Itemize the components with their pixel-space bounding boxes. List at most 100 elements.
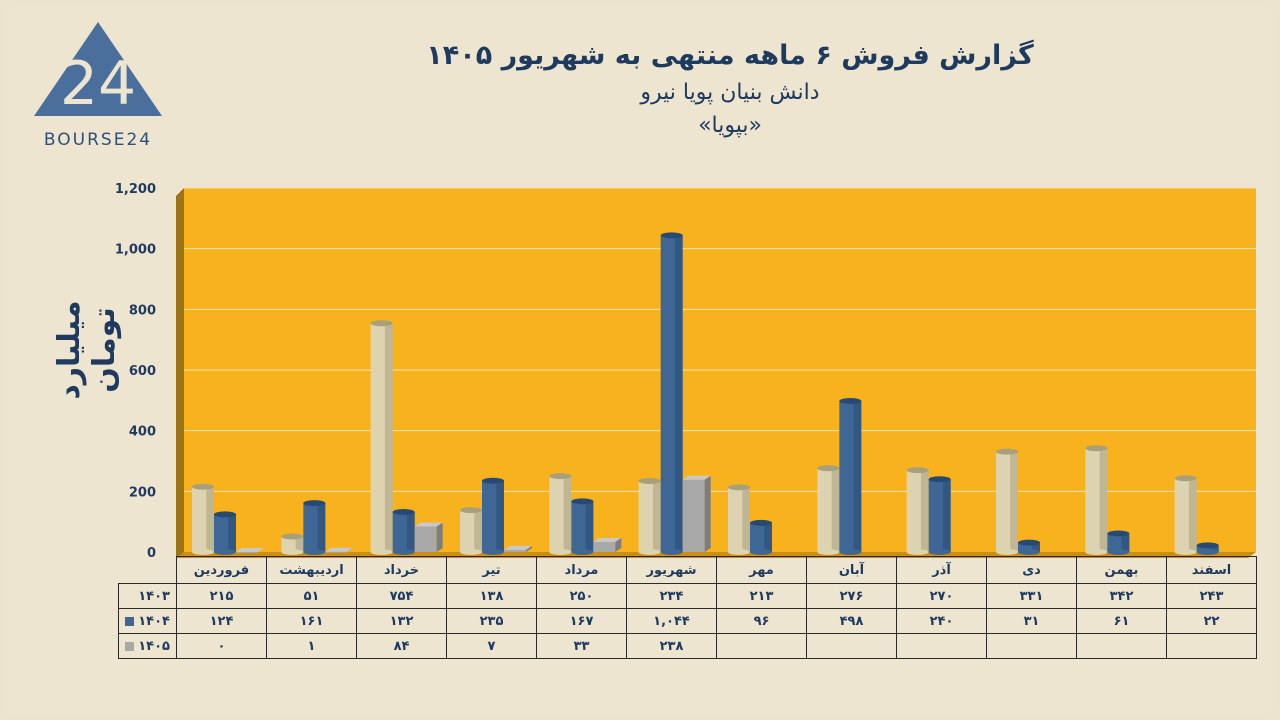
table-cell <box>896 633 987 659</box>
svg-text:24: 24 <box>60 49 136 119</box>
bar <box>236 548 264 553</box>
month-header: دی <box>986 556 1077 584</box>
bar <box>549 473 572 555</box>
chart-title: گزارش فروش ۶ ماهه منتهی به شهریور ۱۴۰۵ <box>426 40 1034 71</box>
bar <box>1018 539 1040 555</box>
bar <box>303 500 326 555</box>
table-cell: ۲۷۶ <box>806 583 897 609</box>
table-cell: ۳۳۱ <box>986 583 1077 609</box>
month-header: شهریور <box>626 556 717 584</box>
bar <box>996 448 1018 555</box>
bar <box>482 477 504 555</box>
bar <box>593 537 622 552</box>
table-cell: ۹۶ <box>716 608 807 634</box>
table-cell: ۸۴ <box>356 633 447 659</box>
table-cell: ۱۳۸ <box>446 583 537 609</box>
bourse24-logo: 24 BOURSE24 <box>28 18 168 153</box>
ticker-symbol: «بپویا» <box>698 113 762 138</box>
table-cell: ۱۳۲ <box>356 608 447 634</box>
table-cell <box>716 633 807 659</box>
bar <box>728 484 750 555</box>
table-cell: ۲۱۵ <box>176 583 267 609</box>
table-cell: ۲۴۰ <box>896 608 987 634</box>
table-cell: ۲۳۸ <box>626 633 717 659</box>
table-cell: ۴۹۸ <box>806 608 897 634</box>
bar <box>660 232 683 555</box>
bar <box>370 320 393 555</box>
bar <box>414 522 443 552</box>
bar <box>504 545 532 552</box>
y-tick-label: 1,000 <box>115 243 156 258</box>
y-tick-label: 0 <box>147 546 156 560</box>
bar <box>839 397 862 555</box>
table-row: ۱۴۰۳ ۲۱۵ ۵۱ ۷۵۴ ۱۳۸ ۲۵۰ ۲۳۴ ۲۱۳ ۲۷۶ ۲۷۰ ۳۳۱ ۳۴۲ ۲۴۳ <box>118 583 1257 609</box>
bar <box>638 478 661 555</box>
table-corner <box>118 556 177 584</box>
table-cell: ۷۵۴ <box>356 583 447 609</box>
table-cell <box>986 633 1077 659</box>
plot-side-wall <box>176 188 184 558</box>
series-legend-cell: ۱۴۰۵ <box>118 633 177 659</box>
bar-chart: 0 200 400 600 800 1,000 1,200 <box>115 182 1256 560</box>
y-tick-label: 400 <box>129 425 156 440</box>
table-cell: ۱۲۴ <box>176 608 267 634</box>
month-header: خرداد <box>356 556 447 584</box>
table-cell: ۲۲ <box>1166 608 1257 634</box>
company-name: دانش بنیان پویا نیرو <box>640 80 820 105</box>
y-tick-label: 800 <box>129 303 156 318</box>
bar <box>750 519 772 555</box>
bar <box>460 507 482 555</box>
table-cell: ۱۶۷ <box>536 608 627 634</box>
month-header: آبان <box>806 556 897 584</box>
table-cell: ۲۳۴ <box>626 583 717 609</box>
logo-text: BOURSE24 <box>43 130 153 150</box>
table-cell: ۲۱۳ <box>716 583 807 609</box>
table-cell: ۵۱ <box>266 583 357 609</box>
bar <box>192 483 214 555</box>
table-header-row: فروردین اردیبهشت خرداد تیر مرداد شهریور مهر آبا… <box>118 556 1257 584</box>
bar <box>817 465 840 555</box>
series-legend-cell: ۱۴۰۴ <box>118 608 177 634</box>
bar <box>1107 530 1130 555</box>
table-row: ۱۴۰۴ ۱۲۴ ۱۶۱ ۱۳۲ ۲۳۵ ۱۶۷ ۱,۰۴۴ ۹۶ ۴۹۸ ۲۴۰ ۳۱ ۶۱ ۲۲ <box>118 608 1257 634</box>
legend-swatch <box>125 616 135 626</box>
series-legend-cell: ۱۴۰۳ <box>118 583 177 609</box>
month-header: اسفند <box>1166 556 1257 584</box>
bar <box>1196 542 1219 555</box>
month-header: آذر <box>896 556 987 584</box>
logo-triangle-icon: 24 <box>34 22 162 119</box>
series-name: ۱۴۰۳ <box>138 588 170 604</box>
bar <box>392 508 415 555</box>
bar <box>571 498 594 555</box>
table-cell: ۱ <box>266 633 357 659</box>
y-tick-label: 200 <box>129 485 156 500</box>
bar <box>325 547 354 553</box>
table-cell <box>806 633 897 659</box>
month-header: اردیبهشت <box>266 556 357 584</box>
bar <box>928 476 951 555</box>
month-header: مرداد <box>536 556 627 584</box>
month-header: فروردین <box>176 556 267 584</box>
bar <box>214 511 236 555</box>
month-header: بهمن <box>1076 556 1167 584</box>
month-header: تیر <box>446 556 537 584</box>
data-table: فروردین اردیبهشت خرداد تیر مرداد شهریور مهر آبا… <box>118 556 1257 659</box>
table-cell: ۰ <box>176 633 267 659</box>
series-name: ۱۴۰۴ <box>138 613 170 629</box>
bar <box>682 475 711 552</box>
table-cell: ۲۵۰ <box>536 583 627 609</box>
table-cell: ۳۴۲ <box>1076 583 1167 609</box>
legend-swatch <box>125 641 135 651</box>
table-cell: ۱,۰۴۴ <box>626 608 717 634</box>
table-cell <box>1076 633 1167 659</box>
y-tick-label: 1,200 <box>115 182 156 197</box>
table-row: ۱۴۰۵ ۰ ۱ ۸۴ ۷ ۳۳ ۲۳۸ <box>118 633 1257 659</box>
bar <box>1174 475 1197 555</box>
table-cell: ۳۳ <box>536 633 627 659</box>
chart-titles: گزارش فروش ۶ ماهه منتهی به شهریور ۱۴۰۵ د… <box>380 36 1080 142</box>
bar <box>281 533 304 555</box>
month-header: مهر <box>716 556 807 584</box>
series-name: ۱۴۰۵ <box>138 638 170 654</box>
table-cell: ۳۱ <box>986 608 1077 634</box>
table-cell <box>1166 633 1257 659</box>
